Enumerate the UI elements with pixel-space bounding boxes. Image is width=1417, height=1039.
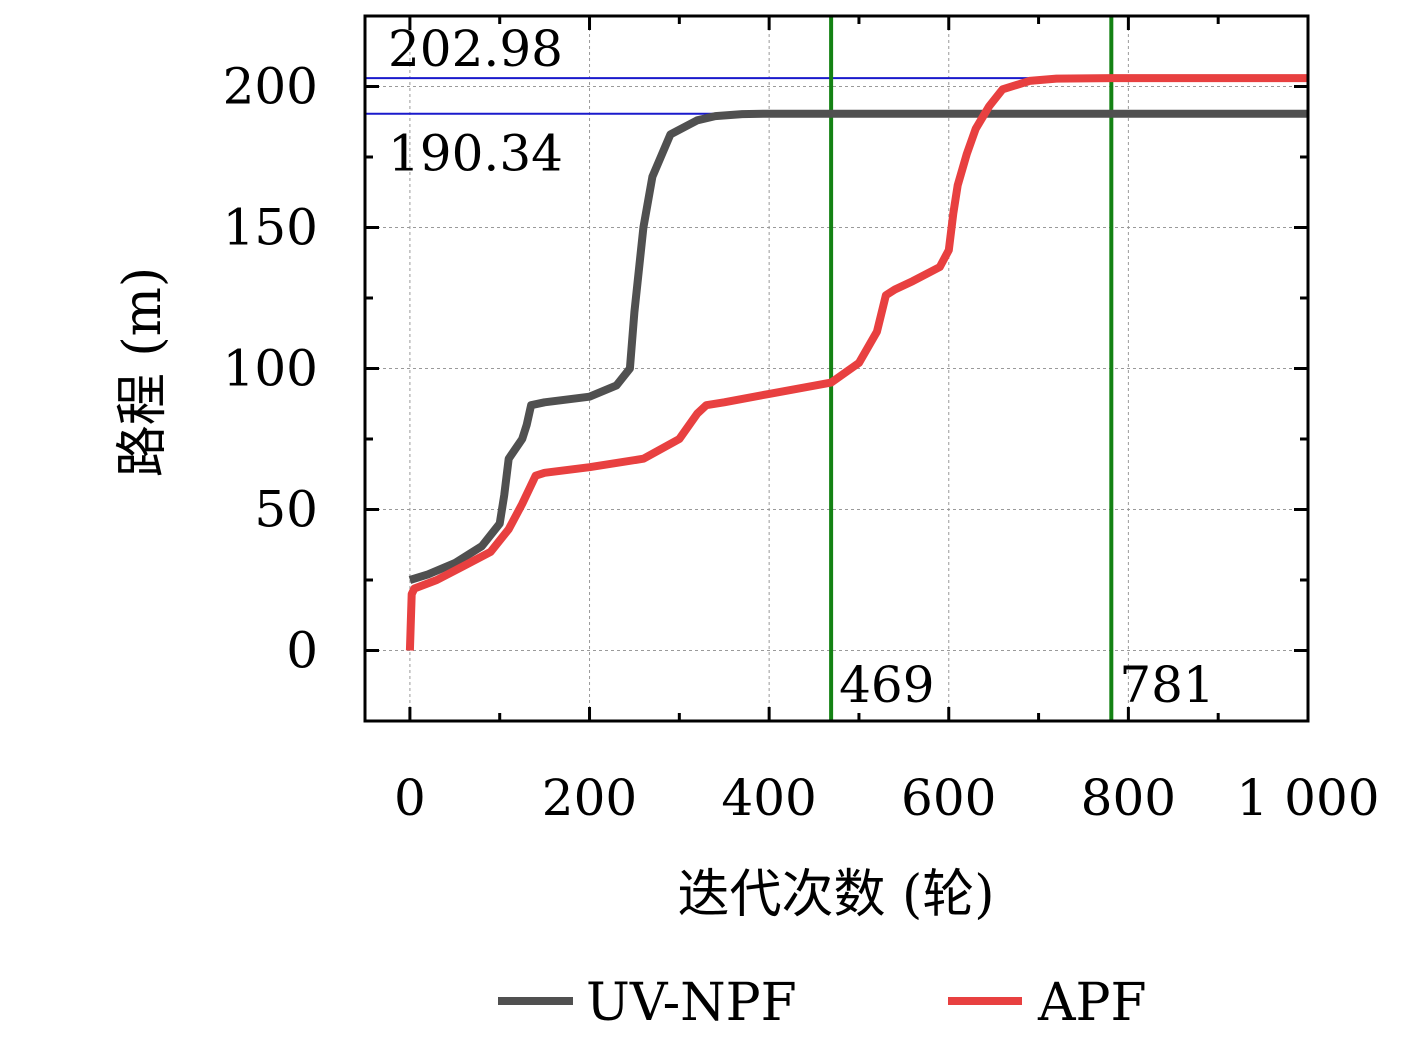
y-tick-label: 50 bbox=[254, 481, 318, 539]
annotation-202-98: 202.98 bbox=[388, 20, 563, 78]
series-line-apf bbox=[405, 74, 1308, 651]
legend: UV-NPF APF bbox=[498, 973, 1147, 1033]
annotation-vline-469: 469 bbox=[839, 656, 934, 714]
series-lines bbox=[405, 74, 1308, 651]
annotation-190-34: 190.34 bbox=[388, 125, 563, 183]
y-tick-label: 150 bbox=[223, 199, 318, 257]
annotation-vline-781: 781 bbox=[1119, 656, 1214, 714]
y-tick-label: 200 bbox=[223, 58, 318, 116]
plot-frame bbox=[363, 14, 1310, 723]
annotations: 202.98 190.34 469 781 bbox=[388, 20, 1215, 714]
series-line-uv-npf bbox=[408, 109, 1308, 584]
legend-label-uv-npf: UV-NPF bbox=[586, 973, 797, 1033]
reference-lines bbox=[365, 16, 1308, 721]
y-tick-label: 100 bbox=[223, 340, 318, 398]
x-tick-label: 0 bbox=[394, 769, 426, 827]
y-axis-title: 路程 (m) bbox=[113, 267, 173, 477]
x-tick-label: 600 bbox=[901, 769, 996, 827]
grid bbox=[365, 16, 1309, 721]
y-tick-label: 0 bbox=[286, 622, 318, 680]
x-tick-label: 400 bbox=[721, 769, 816, 827]
legend-label-apf: APF bbox=[1037, 973, 1147, 1033]
x-tick-label: 800 bbox=[1081, 769, 1176, 827]
x-axis-title: 迭代次数 (轮) bbox=[677, 865, 994, 925]
x-tick-label: 200 bbox=[542, 769, 637, 827]
x-tick-label: 1 000 bbox=[1236, 769, 1379, 827]
axis-ticks: 0 200 400 600 800 1 000 0 50 100 150 200 bbox=[223, 14, 1380, 827]
